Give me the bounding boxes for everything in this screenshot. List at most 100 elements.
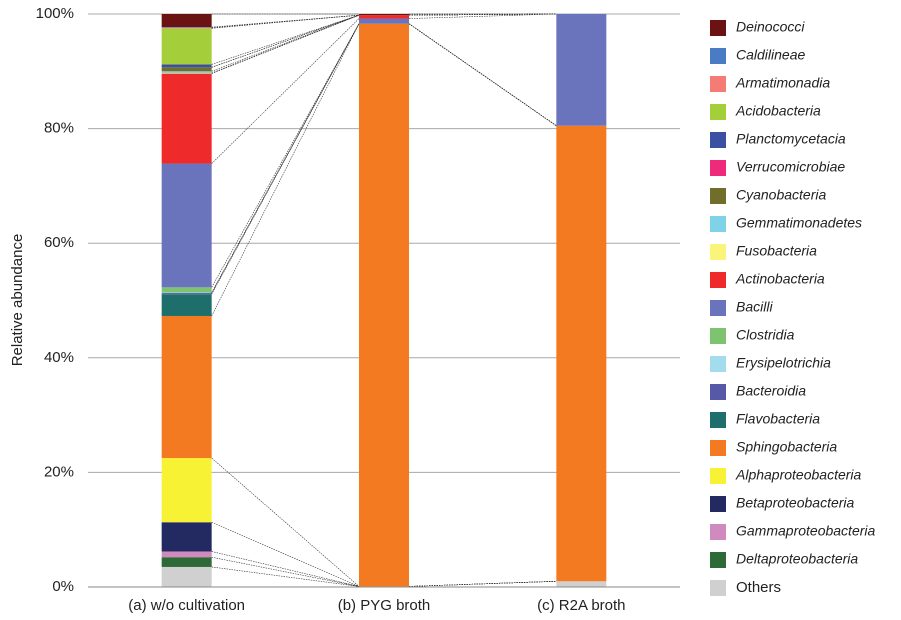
connector [211,566,360,587]
y-tick-label: 60% [44,234,74,251]
legend-label: Flavobacteria [736,411,820,427]
legend-label: Gammaproteobacteria [736,523,876,539]
y-tick-label: 40% [44,349,74,366]
legend-swatch [710,496,726,512]
bar-segment [359,23,409,587]
connector [408,23,557,126]
x-tick-label: (c) R2A broth [537,597,625,614]
legend-swatch [710,580,726,596]
legend-swatch [710,440,726,456]
bar-segment [161,287,212,293]
connector [408,23,557,126]
bar-segment [161,294,212,316]
legend-swatch [710,20,726,36]
bar-segment [161,566,212,587]
connector [211,23,360,317]
legend-label: Cyanobacteria [736,187,826,203]
legend-label: Bacilli [736,299,773,315]
legend-label: Betaproteobacteria [736,495,855,511]
legend-swatch [710,328,726,344]
connector [211,23,360,288]
connector [211,23,360,293]
legend-label: Acidobacteria [735,103,821,119]
bar-segment [161,64,212,68]
connector [211,521,360,587]
connector [408,23,557,126]
legend-swatch [710,356,726,372]
legend-label: Fusobacteria [736,243,817,259]
connector [211,18,360,164]
connector [211,14,360,28]
legend-swatch [710,384,726,400]
legend-swatch [710,272,726,288]
bar-segment [556,14,607,126]
y-tick-label: 100% [36,5,74,22]
legend-label: Clostridia [736,327,795,343]
legend-label: Erysipelotrichia [736,355,831,371]
bar-segment [161,73,212,164]
legend-swatch [710,132,726,148]
legend-label: Planctomycetacia [736,131,846,147]
bar-segment [161,292,212,294]
connector [211,14,360,74]
y-tick-label: 20% [44,463,74,480]
x-tick-label: (b) PYG broth [338,597,431,614]
bar-segment [161,315,212,459]
connector [408,13,557,19]
legend-swatch [710,468,726,484]
connector [211,457,360,587]
legend-label: Deltaproteobacteria [736,551,858,567]
bar-segment [161,163,212,288]
y-axis-label: Relative abundance [9,234,26,367]
legend-label: Verrucomicrobiae [736,159,845,175]
legend-swatch [710,524,726,540]
legend-swatch [710,76,726,92]
legend-swatch [710,216,726,232]
bar-segment [161,293,212,295]
legend-swatch [710,188,726,204]
connector [408,23,557,126]
bar-segment [359,15,409,19]
legend-swatch [710,552,726,568]
legend-swatch [710,160,726,176]
legend-swatch [710,244,726,260]
bar-segment [556,125,607,582]
bar-segment [161,551,212,558]
legend-label: Armatimonadia [735,75,830,91]
bar-segment [161,71,212,74]
bar-segment [161,73,212,74]
bar-segment [161,67,212,72]
bar-segment [161,28,212,65]
bar-segment [359,14,409,16]
legend-label: Sphingobacteria [736,439,837,455]
legend-label: Deinococci [736,19,805,35]
bar-segment [161,27,212,29]
legend-swatch [710,104,726,120]
legend-label: Others [736,579,781,596]
connector [211,14,360,74]
legend-label: Gemmatimonadetes [736,215,862,231]
legend-swatch [710,300,726,316]
connector [408,580,557,587]
connector [211,14,360,68]
legend-label: Bacteroidia [736,383,806,399]
legend-label: Caldilineae [736,47,805,63]
connector [211,14,360,72]
bar-segment [161,557,212,567]
legend-label: Actinobacteria [735,271,825,287]
bar-segment [161,27,212,28]
connector [211,14,360,65]
bar-segment [161,14,212,28]
bar-segment [161,458,212,523]
bar-segment [359,18,409,24]
legend-label: Alphaproteobacteria [735,467,862,483]
bar-segment [161,522,212,552]
y-tick-label: 80% [44,120,74,137]
bar-segment [556,581,607,587]
legend-swatch [710,412,726,428]
connector [211,556,360,587]
connector [408,23,557,126]
legend-swatch [710,48,726,64]
connector [211,551,360,587]
